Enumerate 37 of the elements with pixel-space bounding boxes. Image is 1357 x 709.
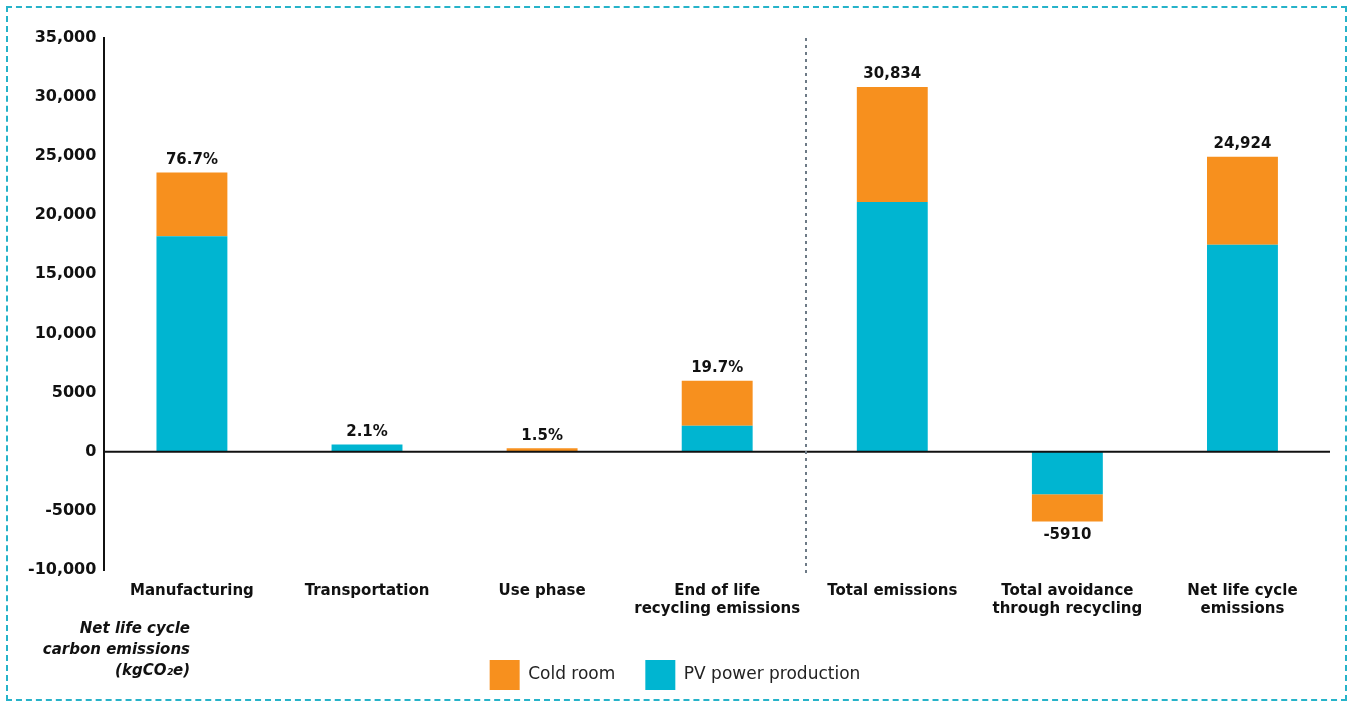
- bar: [856, 202, 928, 452]
- total-label: -5910: [1043, 525, 1092, 543]
- y-tick-label: -5000: [45, 500, 97, 519]
- bar: [156, 172, 228, 237]
- annotation: 1.5%: [521, 425, 563, 444]
- annotation: 76.7%: [165, 149, 218, 168]
- y-tick-label: 30,000: [34, 85, 97, 105]
- bar: [856, 86, 928, 203]
- y-tick-label: 25,000: [34, 145, 97, 165]
- y-tick-label: 15,000: [34, 263, 97, 283]
- bar: [1207, 244, 1278, 452]
- total-label: 30,834: [863, 64, 922, 83]
- y-tick-label: 0: [85, 440, 97, 460]
- y-axis-title: Net life cycle carbon emissions (kgCO₂e): [41, 618, 190, 681]
- bar: [156, 236, 228, 452]
- annotation: 19.7%: [691, 358, 744, 377]
- bar: [681, 425, 753, 452]
- x-tick-label: Transportation: [304, 580, 430, 599]
- y-tick-label: 20,000: [34, 204, 97, 224]
- legend-label: Cold room: [528, 663, 616, 684]
- y-tick-label: 5000: [51, 381, 97, 401]
- annotation: 2.1%: [346, 421, 388, 440]
- total-label: 24,924: [1213, 134, 1272, 153]
- x-tick-label: Manufacturing: [130, 580, 254, 599]
- legend-label: PV power production: [683, 663, 861, 684]
- x-tick-label: Total emissions: [827, 580, 958, 599]
- x-tick-label: Net life cycle emissions: [1187, 580, 1298, 617]
- bar: [1031, 451, 1103, 495]
- y-tick-label: -10,000: [27, 559, 97, 579]
- x-tick-label: Total avoidance through recycling: [992, 580, 1143, 617]
- x-tick-label: Use phase: [498, 580, 586, 599]
- y-tick-label: 35,000: [34, 26, 97, 46]
- bar: [1207, 156, 1278, 245]
- x-tick-label: End of life recycling emissions: [634, 580, 801, 617]
- y-tick-label: 10,000: [34, 322, 97, 342]
- bar: [1031, 494, 1103, 522]
- bar: [681, 380, 753, 426]
